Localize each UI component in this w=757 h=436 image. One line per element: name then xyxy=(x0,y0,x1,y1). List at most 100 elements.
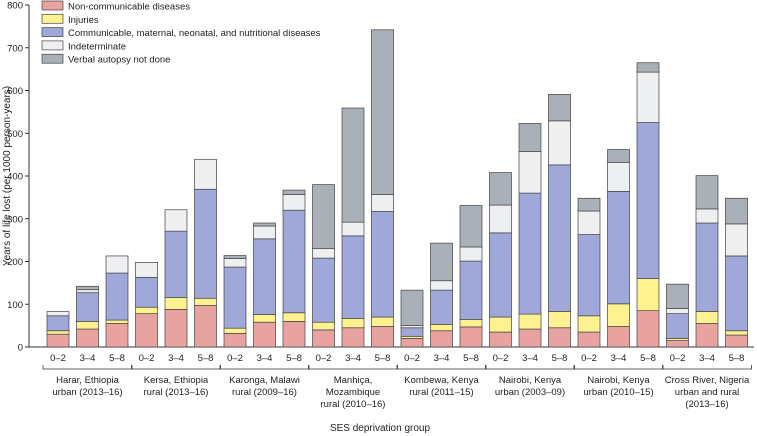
bar-segment xyxy=(341,235,365,319)
bar-segment xyxy=(666,308,689,315)
bar-segment xyxy=(725,330,748,336)
bar-segment xyxy=(371,326,394,348)
group-bracket xyxy=(662,365,752,370)
bar-segment xyxy=(548,327,571,348)
x-tick-label: 0–2 xyxy=(316,353,332,364)
bar-segment xyxy=(135,313,158,348)
group-label: Manhiça, xyxy=(334,375,373,386)
group-label: Nairobi, Kenya xyxy=(587,375,650,386)
bar-segment xyxy=(341,318,365,329)
bar-segment xyxy=(695,323,719,348)
bar-segment xyxy=(725,223,748,257)
x-tick-label: 0–2 xyxy=(227,353,243,364)
bar-segment xyxy=(400,327,424,337)
bar-segment xyxy=(341,107,365,223)
legend-swatch xyxy=(41,40,64,51)
bar-segment xyxy=(164,297,188,310)
bar-segment xyxy=(105,319,129,324)
bar-segment xyxy=(636,71,660,123)
bar-segment xyxy=(282,321,306,348)
bar-segment xyxy=(282,312,306,322)
bar-segment xyxy=(194,305,217,348)
x-tick-label: 3–4 xyxy=(434,353,450,364)
bar-segment xyxy=(459,205,483,248)
bar-segment xyxy=(341,327,365,348)
bar-segment xyxy=(282,209,306,314)
bar-segment xyxy=(489,232,512,318)
group-label: urban (2010–15) xyxy=(583,387,653,398)
y-tick-label: 600 xyxy=(7,86,23,97)
bar-segment xyxy=(577,197,601,212)
y-tick-label: 300 xyxy=(7,214,23,225)
group-label: Karonga, Malawi xyxy=(229,375,300,386)
bar-segment xyxy=(223,327,247,334)
bar-segment xyxy=(725,197,748,225)
bar-segment xyxy=(725,255,748,332)
bar-segment xyxy=(76,328,99,348)
bar-segment xyxy=(312,257,335,323)
bar-segment xyxy=(194,158,217,190)
bar-segment xyxy=(489,204,512,234)
group-label: rural (2009–16) xyxy=(232,387,297,398)
x-tick-label: 3–4 xyxy=(522,353,538,364)
group-bracket xyxy=(573,365,664,370)
bar-segment xyxy=(489,331,512,348)
bar-segment xyxy=(76,289,99,294)
y-tick-label: 700 xyxy=(7,43,23,54)
bar-segment xyxy=(312,329,335,348)
bar-segment xyxy=(607,149,630,163)
bar-segment xyxy=(400,338,424,348)
bar-segment xyxy=(135,262,158,278)
bar-segment xyxy=(371,211,394,318)
group-label: Harar, Ethiopia xyxy=(56,375,120,386)
bar-segment xyxy=(223,258,247,268)
bar-segment xyxy=(164,209,188,232)
bar-segment xyxy=(105,255,129,274)
x-tick-label: 0–2 xyxy=(139,353,155,364)
x-tick-label: 5–8 xyxy=(729,353,745,364)
bar-segment xyxy=(371,316,394,327)
x-tick-label: 3–4 xyxy=(257,353,273,364)
x-tick-label: 0–2 xyxy=(50,353,66,364)
bar-segment xyxy=(459,246,483,262)
x-tick-label: 5–8 xyxy=(375,353,391,364)
bar-segment xyxy=(253,225,276,240)
bar-segment xyxy=(223,255,247,259)
group-bracket xyxy=(485,365,575,370)
group-label: Kersa, Ethiopia xyxy=(144,375,209,386)
group-label: urban (2013–16) xyxy=(52,387,122,398)
group-label: Cross River, Nigeria xyxy=(665,375,750,386)
x-tick-label: 3–4 xyxy=(345,353,361,364)
legend-label: Communicable, maternal, neonatal, and nu… xyxy=(68,28,321,39)
bar-segment xyxy=(489,316,512,333)
x-tick-label: 0–2 xyxy=(670,353,686,364)
y-tick-label: 400 xyxy=(7,172,23,183)
bar-segment xyxy=(636,310,660,348)
y-tick-label: 100 xyxy=(7,300,23,311)
bar-segment xyxy=(607,161,630,192)
group-bracket xyxy=(308,365,398,370)
legend-label: Indeterminate xyxy=(68,41,126,52)
bar-segment xyxy=(135,276,158,308)
group-label: rural (2011–15) xyxy=(409,387,473,398)
bar-segment xyxy=(371,29,394,195)
bar-segment xyxy=(548,311,571,329)
bar-segment xyxy=(459,260,483,320)
legend-swatch xyxy=(41,53,64,64)
x-tick-label: 3–4 xyxy=(168,353,184,364)
bar-segment xyxy=(371,194,394,212)
x-tick-label: 3–4 xyxy=(80,353,96,364)
x-tick-label: 0–2 xyxy=(404,353,420,364)
bar-segment xyxy=(312,248,335,259)
bar-segment xyxy=(666,283,689,309)
bar-segment xyxy=(76,285,99,291)
x-tick-label: 5–8 xyxy=(286,353,302,364)
bar-segment xyxy=(607,326,630,348)
legend-label: Non-communicable diseases xyxy=(68,2,190,13)
bar-segment xyxy=(695,311,719,324)
y-axis-title: Years of life lost (per 1000 person-year… xyxy=(2,86,13,266)
bar-segment xyxy=(76,292,99,322)
x-tick-label: 3–4 xyxy=(611,353,627,364)
bar-segment xyxy=(430,330,453,348)
